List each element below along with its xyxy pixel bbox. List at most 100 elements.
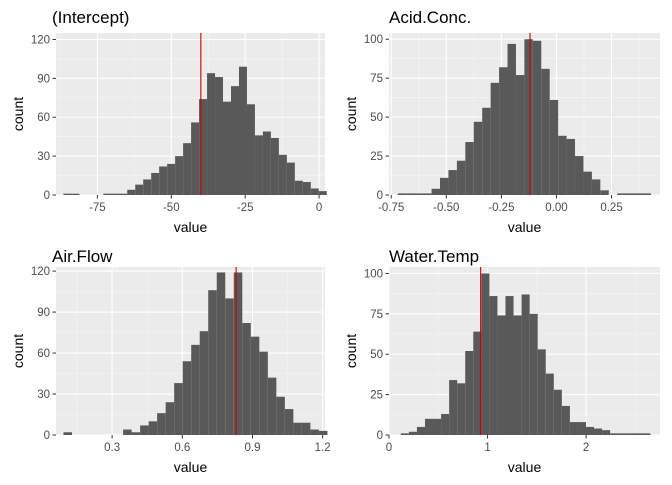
- histogram-bar: [262, 131, 271, 195]
- histogram-bar: [441, 414, 450, 435]
- histogram-bar: [159, 166, 168, 195]
- x-tick-label: 0.9: [244, 442, 260, 454]
- y-tick-label: 60: [37, 348, 50, 360]
- histogram-bar: [626, 433, 635, 435]
- histogram-bar: [286, 162, 295, 195]
- histogram-bar: [131, 432, 141, 435]
- histogram-bar: [490, 82, 500, 195]
- histogram-bar: [465, 142, 474, 195]
- panel-title: Acid.Conc.: [389, 8, 471, 27]
- histogram-bar: [230, 86, 239, 195]
- histogram-bar: [267, 377, 277, 435]
- histogram-bar: [456, 160, 466, 195]
- histogram-bar: [225, 298, 234, 435]
- histogram-bar: [642, 193, 651, 195]
- histogram-bar: [558, 135, 567, 195]
- x-tick-label: 0.25: [600, 202, 622, 214]
- histogram-bar: [215, 77, 224, 195]
- histogram-bar: [397, 193, 407, 195]
- y-tick-label: 50: [370, 112, 383, 124]
- histogram-bar: [625, 193, 635, 195]
- histogram-bar: [408, 431, 417, 435]
- y-axis-title: count: [10, 97, 26, 131]
- y-tick-label: 30: [37, 389, 50, 401]
- histogram-bar: [175, 156, 184, 195]
- x-tick-label: 1.2: [315, 442, 331, 454]
- histogram-bar: [167, 163, 176, 195]
- histogram-bar: [594, 428, 603, 435]
- histogram-bar: [634, 433, 643, 435]
- x-tick-label: -0.50: [433, 202, 459, 214]
- histogram-bar: [457, 383, 466, 435]
- histogram-bar: [532, 40, 542, 196]
- histogram-bar: [569, 422, 578, 435]
- histogram-bar: [302, 182, 311, 195]
- histogram-bar: [473, 331, 482, 435]
- histogram-bar: [406, 193, 415, 195]
- histogram-bar: [424, 418, 434, 435]
- x-axis-title: value: [508, 219, 542, 235]
- y-tick-label: 50: [370, 349, 383, 361]
- y-tick-label: 25: [370, 151, 383, 163]
- histogram-bar: [507, 43, 516, 196]
- histogram-bar: [310, 188, 319, 195]
- histogram-bar: [246, 104, 255, 195]
- histogram-bar: [591, 179, 601, 195]
- histogram-bar: [586, 426, 595, 435]
- x-axis-title: value: [174, 459, 208, 475]
- histogram-bar: [301, 422, 311, 435]
- histogram-bar: [250, 336, 260, 435]
- x-tick-label: 2: [583, 442, 589, 454]
- histogram-bar: [71, 193, 80, 195]
- histogram-bar: [600, 190, 609, 195]
- histogram-bar: [270, 137, 279, 195]
- x-tick-label: 0.6: [174, 442, 190, 454]
- y-tick-label: 120: [31, 34, 50, 46]
- histogram-bar: [642, 433, 651, 435]
- y-tick-label: 100: [364, 268, 383, 280]
- histogram-bar: [541, 68, 550, 195]
- histogram-bar: [259, 351, 268, 435]
- histogram-bar: [157, 413, 166, 435]
- histogram-bar: [63, 193, 72, 195]
- panel-title: Water.Temp: [389, 247, 479, 266]
- histogram-bar: [497, 315, 506, 435]
- histogram-bar: [400, 433, 409, 435]
- histogram-bar: [583, 171, 592, 195]
- histogram-bar: [284, 409, 294, 435]
- histogram-bar: [473, 121, 483, 195]
- x-tick-label: -25: [237, 202, 254, 214]
- x-tick-label: 0.3: [104, 442, 120, 454]
- x-tick-label: 0: [316, 202, 322, 214]
- histogram-bar: [634, 193, 643, 195]
- histogram-bar: [423, 193, 432, 195]
- histogram-bar: [465, 351, 474, 435]
- histogram-bar: [617, 193, 626, 195]
- histogram-bar: [207, 73, 216, 195]
- histogram-bar: [431, 188, 441, 195]
- histogram-bar: [489, 296, 498, 435]
- histogram-bar: [191, 344, 200, 435]
- histogram-bar: [545, 373, 554, 435]
- histogram-bar: [482, 107, 491, 195]
- histogram-bar: [318, 191, 327, 195]
- histogram-bar: [254, 135, 263, 195]
- histogram-bar: [199, 331, 209, 435]
- histogram-bar: [561, 405, 570, 435]
- histogram-bar: [529, 313, 538, 435]
- histogram-bar: [278, 154, 287, 195]
- y-tick-label: 30: [37, 151, 50, 163]
- x-tick-label: 0: [386, 442, 392, 454]
- histogram-bar: [174, 383, 183, 435]
- histogram-bar: [242, 323, 251, 435]
- histogram-bar: [481, 273, 490, 435]
- histogram-bar: [537, 349, 546, 435]
- panel-title: Air.Flow: [52, 247, 113, 266]
- y-tick-label: 0: [377, 430, 383, 442]
- histogram-bar: [183, 143, 192, 195]
- histogram-bar: [233, 272, 243, 435]
- histogram-bar: [127, 189, 136, 195]
- histogram-bar: [143, 179, 152, 195]
- x-axis-title: value: [174, 219, 208, 235]
- histogram-bar: [135, 184, 144, 195]
